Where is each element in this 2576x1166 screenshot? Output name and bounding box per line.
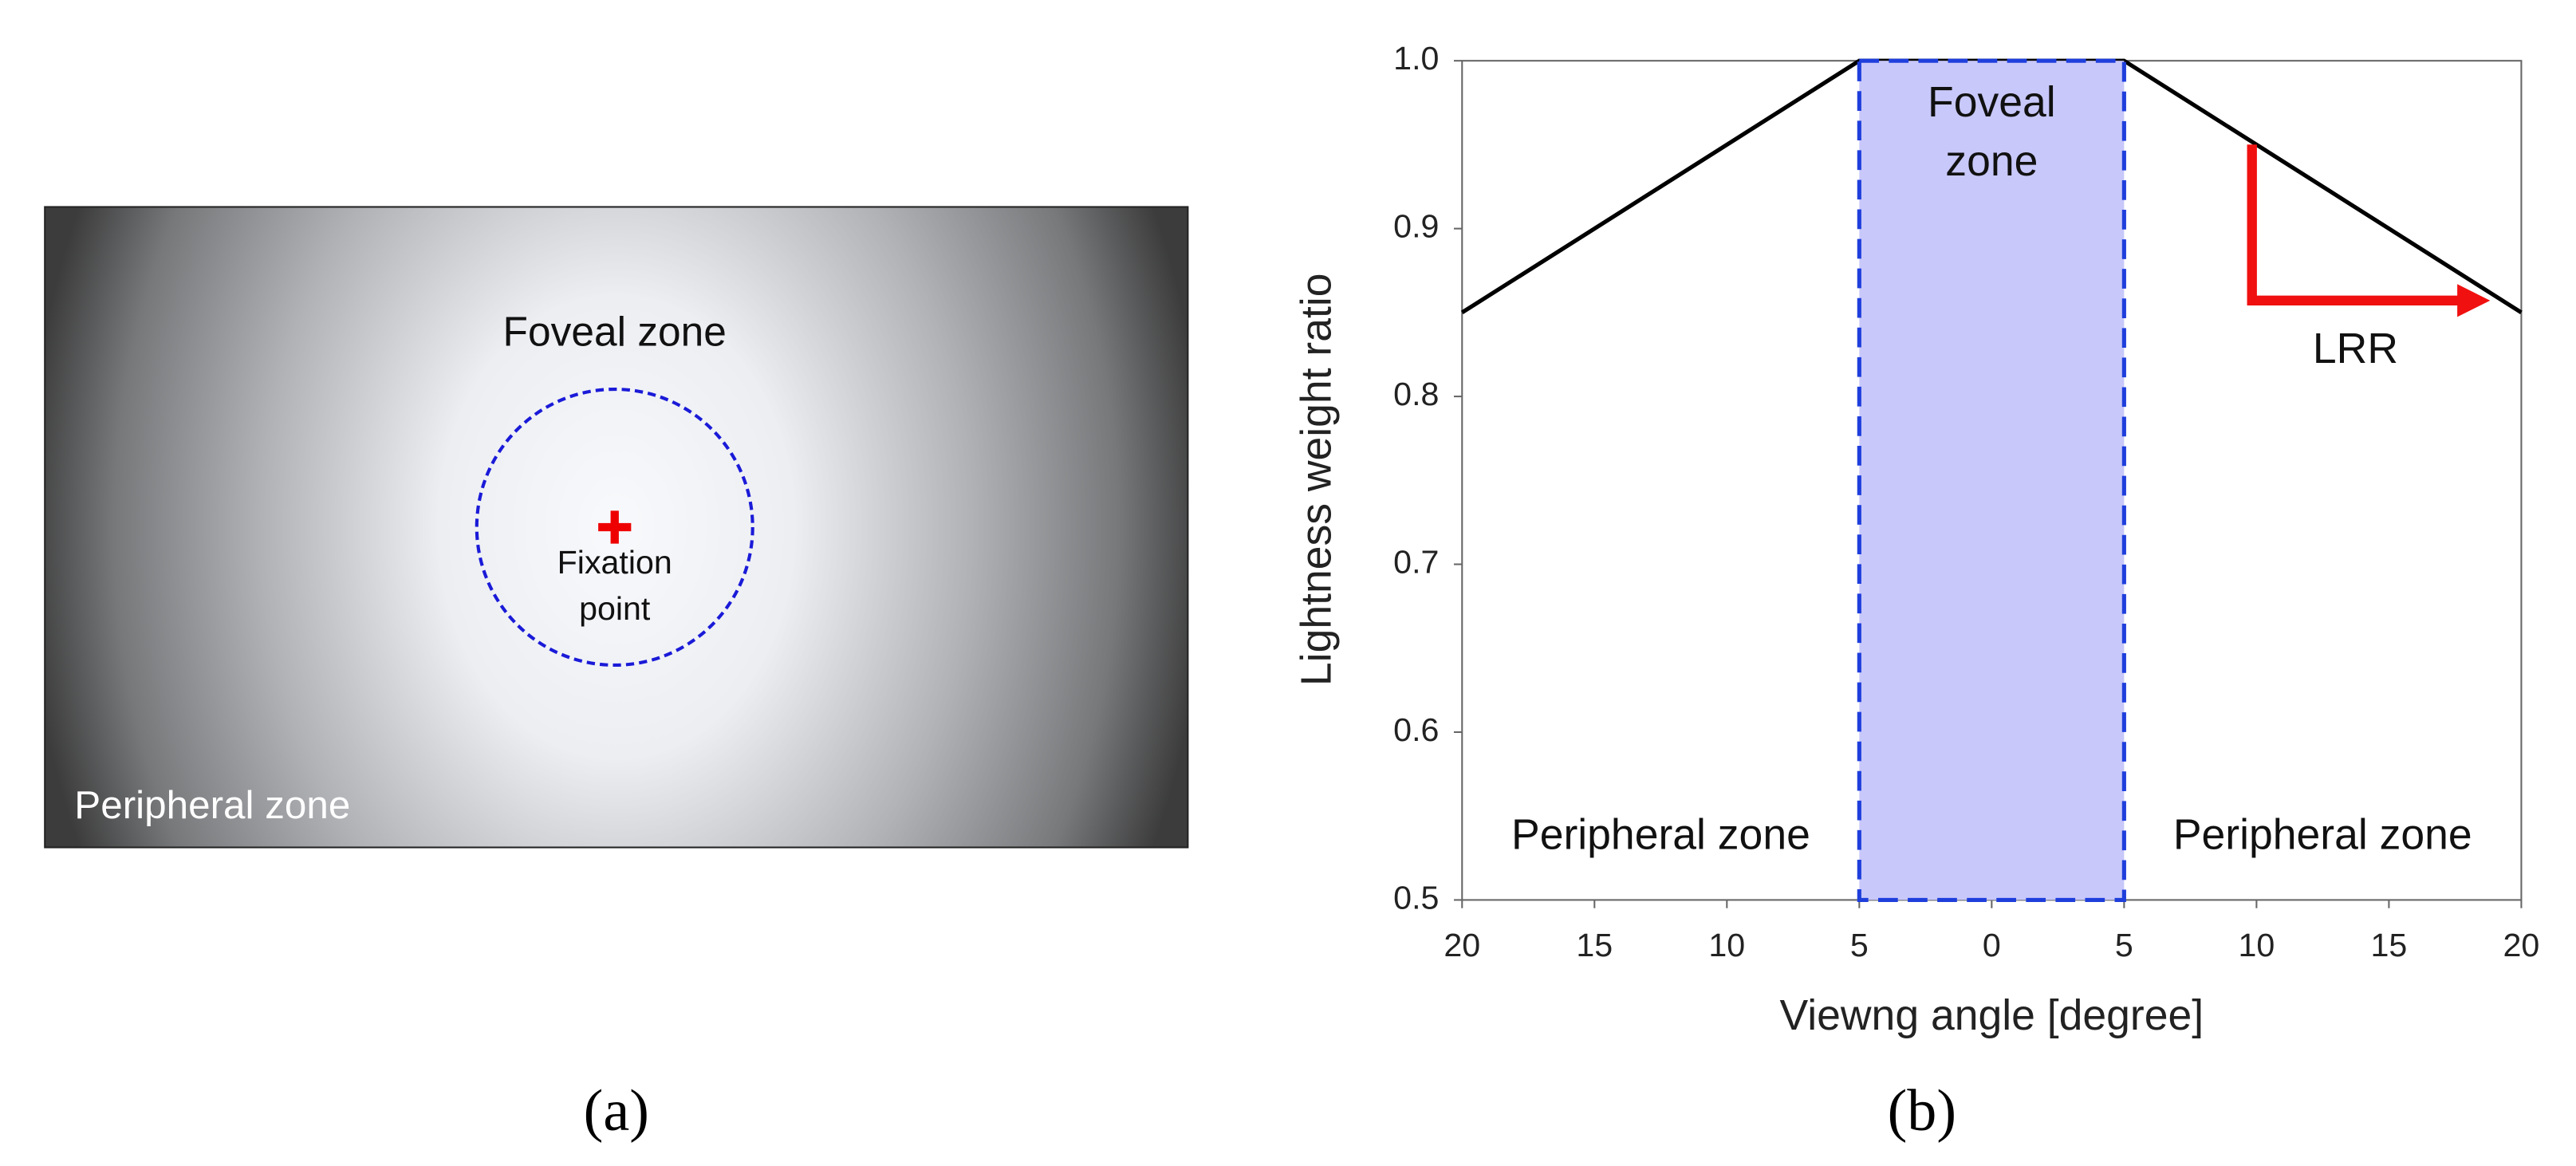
peripheral-label: Peripheral zone [74,783,350,827]
lrr-arrow [2247,144,2464,306]
x-tick-label: 20 [1444,927,1480,963]
fixation-label: point [579,590,651,627]
caption: (b) [1888,1078,1956,1144]
region-label: Foveal [1928,79,2056,126]
x-tick-label: 20 [2503,927,2540,963]
y-tick-label: 0.7 [1393,543,1439,580]
y-tick-label: 1.0 [1393,40,1439,77]
panel-b: 0.5 0.6 0.7 0.8 0.9 1.0 20 15 10 5 0 5 10 15 20 Foveal z… [1293,40,2539,1144]
caption: (a) [584,1078,649,1144]
x-tick-label: 10 [2238,927,2275,963]
x-tick-label: 5 [1850,927,1869,963]
fixation-label: Fixation [557,544,672,581]
x-tick-label: 15 [1576,927,1613,963]
y-tick-label: 0.6 [1393,711,1439,748]
x-tick-label: 0 [1983,927,2001,963]
panel-a: Foveal zone Fixation point Peripheral zo… [44,206,1189,1144]
fixation-cross [598,510,632,544]
x-tick-label: 5 [2115,927,2133,963]
foveal-label: Foveal zone [503,309,727,355]
region-label: zone [1945,138,2038,185]
y-tick-label: 0.9 [1393,208,1439,245]
x-tick-label: 10 [1708,927,1745,963]
y-axis-label: Lightness weight ratio [1293,273,1340,686]
annotation: Peripheral zone [1511,811,1810,858]
y-tick-label: 0.8 [1393,376,1439,412]
foveal-circle [475,387,754,668]
foveal-region [1857,58,2126,902]
x-axis-label: Viewng angle [degree] [1780,992,2204,1039]
x-tick-label: 15 [2371,927,2408,963]
annotation: LRR [2313,325,2398,372]
lrr-arrowhead [2457,284,2491,317]
annotation: Peripheral zone [2173,811,2472,858]
y-tick-label: 0.5 [1393,879,1439,916]
